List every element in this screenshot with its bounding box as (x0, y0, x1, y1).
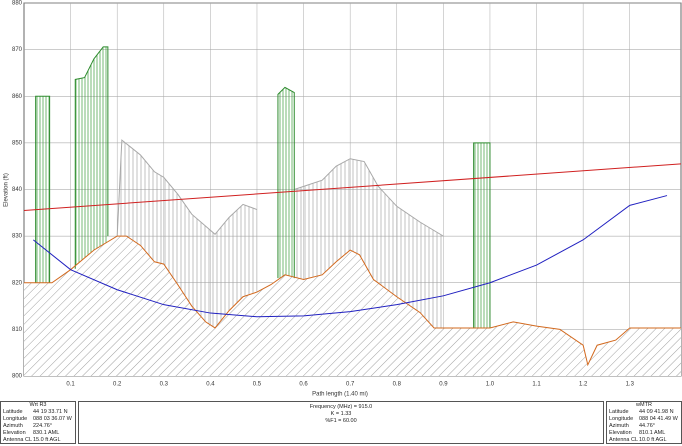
series-line (116, 139, 444, 237)
x-tick-label: 0.5 (253, 382, 262, 388)
info-value: 44 09 41.98 N (639, 409, 674, 415)
info-row: Elevation 830.1 AML (1, 430, 75, 437)
info-label: Latitude (609, 409, 629, 415)
info-row: Azimuth 224.76° (1, 423, 75, 430)
y-tick-label: 810 (12, 327, 23, 333)
panel-title: wMTR (636, 402, 652, 408)
x-axis-label: Path length (1.40 mi) (312, 392, 368, 398)
area-fill (24, 236, 681, 376)
info-row: Longitude 088 03 36.07 W (1, 416, 75, 423)
x-tick-label: 0.7 (346, 382, 355, 388)
info-value: 830.1 AML (33, 430, 60, 436)
series-line (23, 163, 682, 211)
series-line (24, 235, 681, 367)
info-line: K = 1.33 (330, 411, 352, 417)
x-tick-label: 1.2 (579, 382, 588, 388)
info-value: 44 19 33.71 N (33, 409, 68, 415)
info-row: Azimuth 44.76° (607, 423, 681, 430)
series-line (35, 46, 491, 328)
info-value: 088 03 36.07 W (33, 416, 72, 422)
x-tick-label: 0.8 (393, 382, 402, 388)
left-panel: Wrt R3 Latitude 44 19 33.71 N Longitude 088 … (0, 401, 76, 444)
info-row: Elevation 810.1 AML (607, 430, 681, 437)
series-line (33, 195, 668, 318)
info-label: Antenna CL (3, 437, 33, 443)
x-tick-label: 0.9 (439, 382, 448, 388)
info-label: Antenna CL (609, 437, 639, 443)
info-value: 10.0 ft AGL (639, 437, 667, 443)
info-label: Azimuth (3, 423, 23, 429)
info-label: Elevation (3, 430, 26, 436)
y-tick-label: 880 (12, 1, 23, 7)
info-value: 810.1 AML (639, 430, 666, 436)
x-tick-label: 1.3 (626, 382, 635, 388)
info-value: 224.76° (33, 423, 53, 429)
right-panel: wMTR Latitude 44 09 41.98 N Longitude 088 04… (606, 401, 682, 444)
y-tick-label: 870 (12, 47, 23, 53)
info-label: Longitude (609, 416, 634, 422)
x-tick-label: 0.3 (160, 382, 169, 388)
center-panel: Frequency (MHz) = 915.0 K = 1.33 %F1 = 60.… (78, 401, 604, 444)
y-tick-label: 800 (12, 374, 23, 380)
info-line: %F1 = 60.00 (325, 418, 357, 424)
x-tick-label: 0.4 (206, 382, 215, 388)
info-value: 44.76° (639, 423, 655, 429)
info-label: Longitude (3, 416, 28, 422)
panel-title: Wrt R3 (29, 402, 47, 408)
y-tick-label: 840 (12, 187, 23, 193)
x-tick-label: 1.1 (532, 382, 541, 388)
x-tick-label: 0.6 (299, 382, 308, 388)
info-value: 15.0 ft AGL (33, 437, 61, 443)
info-row: Longitude 088 04 41.49 W (607, 416, 681, 423)
y-axis-label: Elevation (ft) (4, 173, 10, 207)
x-tick-label: 1.0 (486, 382, 495, 388)
info-label: Latitude (3, 409, 23, 415)
info-label: Elevation (609, 430, 632, 436)
y-tick-label: 850 (12, 140, 23, 146)
x-tick-label: 0.2 (113, 382, 122, 388)
y-tick-label: 860 (12, 94, 23, 100)
info-row: Antenna CL 15.0 ft AGL (1, 437, 75, 444)
info-row: Latitude 44 09 41.98 N (607, 409, 681, 416)
info-label: Azimuth (609, 423, 629, 429)
y-tick-label: 830 (12, 234, 23, 240)
y-tick-label: 820 (12, 280, 23, 286)
info-row: Latitude 44 19 33.71 N (1, 409, 75, 416)
info-row: Antenna CL 10.0 ft AGL (607, 437, 681, 444)
x-tick-label: 0.1 (66, 382, 75, 388)
chart: Path length (1.40 mi) Elevation (ft) 800… (4, 1, 682, 398)
area-fill (473, 142, 490, 376)
info-line: Frequency (MHz) = 915.0 (309, 404, 373, 410)
info-value: 088 04 41.49 W (639, 416, 678, 422)
